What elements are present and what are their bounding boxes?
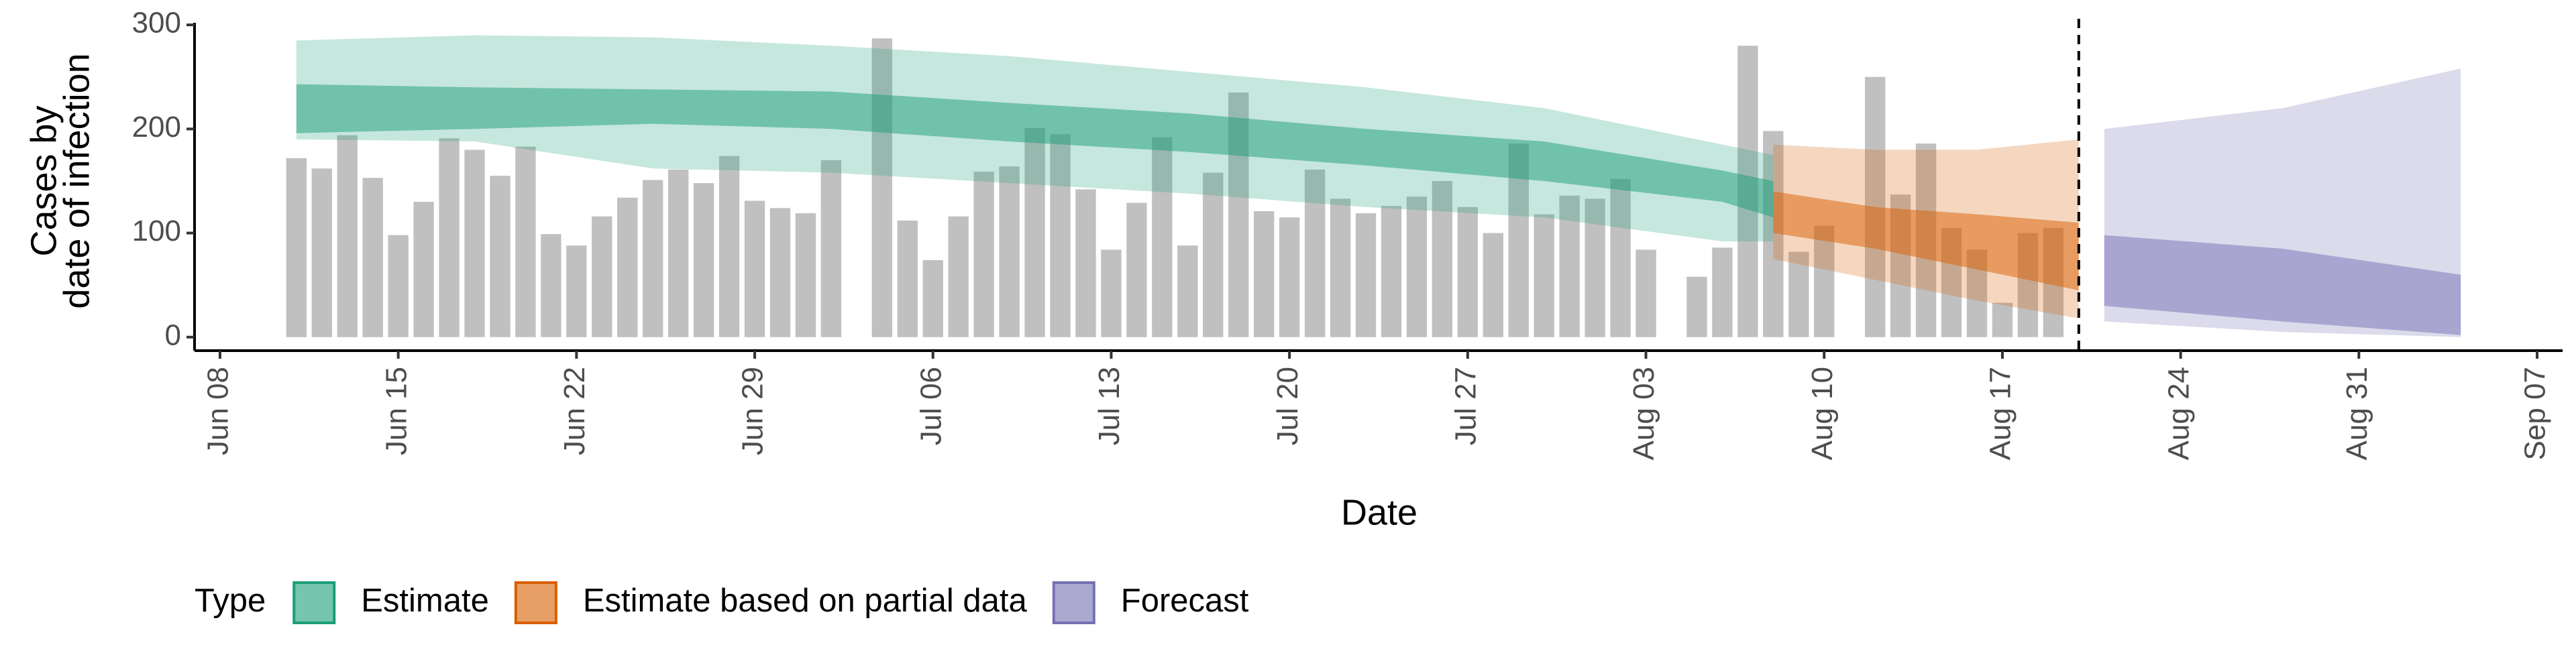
x-tick-label: Jul 06 [914, 367, 947, 445]
bar [922, 259, 943, 337]
legend-swatch [292, 581, 336, 624]
bar [1559, 195, 1580, 337]
bar [820, 160, 842, 337]
bar [1279, 217, 1300, 337]
legend-swatch [514, 581, 557, 624]
bar [1406, 196, 1428, 337]
bar [592, 216, 612, 337]
x-tick-label: Aug 10 [1806, 367, 1839, 460]
legend-swatch [1052, 581, 1095, 624]
x-tick-label: Aug 03 [1627, 367, 1660, 460]
bar [464, 150, 485, 337]
bar [1075, 189, 1096, 337]
legend-label: Estimate [361, 583, 489, 619]
y-tick-label: 0 [165, 318, 181, 351]
bar [566, 245, 587, 337]
y-tick-label: 300 [132, 7, 181, 40]
x-tick-label: Jun 15 [380, 367, 413, 455]
bar [795, 213, 816, 337]
bar [1050, 134, 1071, 337]
legend-label: Estimate based on partial data [583, 583, 1028, 619]
bar [1381, 206, 1402, 337]
bar [871, 38, 893, 337]
legend-title: Type [195, 583, 266, 619]
bar [693, 183, 714, 337]
band-50 [2104, 235, 2461, 335]
bar [1483, 233, 1503, 337]
bar [744, 200, 765, 337]
x-tick-label: Jun 22 [558, 367, 591, 455]
bar [490, 176, 511, 337]
bar [541, 234, 561, 337]
x-tick-label: Aug 17 [1984, 367, 2017, 460]
x-tick-label: Jul 27 [1449, 367, 1482, 445]
bar [515, 146, 536, 337]
bar [1330, 198, 1351, 337]
bar [668, 169, 689, 337]
bar [413, 202, 434, 337]
bar [1585, 198, 1605, 337]
bar [1534, 214, 1554, 337]
bar [1177, 245, 1198, 337]
bar [973, 171, 994, 337]
y-tick-label: 200 [132, 111, 181, 143]
bar [362, 178, 383, 337]
bar [1992, 302, 2013, 337]
x-axis-title: Date [1341, 492, 1417, 532]
bar [388, 235, 409, 337]
bar [643, 180, 663, 337]
bar [999, 166, 1020, 337]
bar [617, 197, 638, 337]
bar [1101, 249, 1122, 337]
bar [948, 216, 969, 337]
x-tick-label: Jun 29 [737, 367, 769, 455]
bar [311, 168, 332, 337]
x-tick-label: Jun 08 [202, 367, 235, 455]
y-axis-title: date of infection [56, 53, 97, 308]
y-tick-label: 100 [132, 215, 181, 247]
bar [897, 220, 918, 337]
band-50 [1773, 191, 2079, 290]
bar [1126, 202, 1147, 337]
bar [1457, 207, 1479, 337]
bar [1635, 249, 1656, 337]
bar [1432, 180, 1453, 337]
legend-label: Forecast [1121, 583, 1249, 619]
bar [1788, 251, 1809, 337]
x-tick-label: Aug 31 [2341, 367, 2373, 460]
x-tick-label: Aug 24 [2162, 367, 2195, 460]
bar [1686, 276, 1707, 337]
bar [769, 208, 791, 337]
bar [718, 156, 740, 337]
y-axis-title: Cases by [23, 105, 64, 256]
bar [1814, 225, 1835, 337]
x-tick-label: Jul 20 [1271, 367, 1304, 445]
bar [1610, 178, 1631, 337]
bar [286, 158, 307, 337]
bar [337, 135, 358, 337]
bar [1024, 127, 1045, 337]
bar [1304, 169, 1326, 337]
band-50 [296, 84, 1774, 218]
x-tick-label: Jul 13 [1093, 367, 1126, 445]
bar [1712, 247, 1733, 337]
bar [1355, 213, 1377, 337]
bar [439, 138, 460, 337]
bar [1152, 137, 1173, 337]
bar [1203, 172, 1224, 337]
x-tick-label: Sep 07 [2519, 367, 2552, 460]
bar [1254, 211, 1275, 337]
